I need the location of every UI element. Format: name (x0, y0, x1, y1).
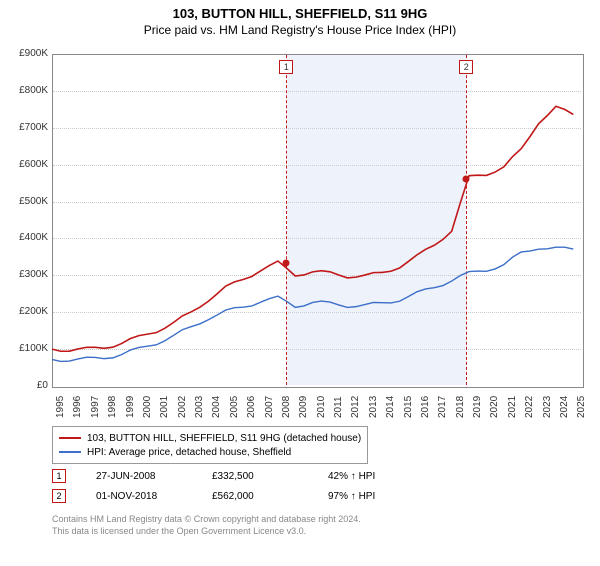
y-axis-label: £0 (8, 380, 48, 391)
x-axis-label: 2018 (455, 396, 466, 418)
legend-item: 103, BUTTON HILL, SHEFFIELD, S11 9HG (de… (59, 431, 361, 445)
y-axis-label: £200K (8, 306, 48, 317)
transaction-marker: 2 (52, 489, 66, 503)
sale-marker-dot (283, 260, 290, 267)
x-axis-label: 2005 (229, 396, 240, 418)
transaction-vs_hpi: 97% ↑ HPI (328, 491, 438, 502)
x-axis-label: 2007 (264, 396, 275, 418)
x-axis-label: 1996 (72, 396, 83, 418)
legend-item: HPI: Average price, detached house, Shef… (59, 445, 361, 459)
legend-label: 103, BUTTON HILL, SHEFFIELD, S11 9HG (de… (87, 433, 361, 444)
x-axis-label: 1995 (55, 396, 66, 418)
y-axis-label: £400K (8, 232, 48, 243)
legend-swatch (59, 437, 81, 439)
footer-line: Contains HM Land Registry data © Crown c… (52, 514, 361, 526)
x-axis-label: 2019 (472, 396, 483, 418)
x-axis-label: 2017 (437, 396, 448, 418)
footer-attribution: Contains HM Land Registry data © Crown c… (52, 514, 361, 537)
transaction-date: 01-NOV-2018 (96, 491, 206, 502)
x-axis-label: 2022 (524, 396, 535, 418)
x-axis-label: 2011 (333, 396, 344, 418)
x-axis-label: 1997 (90, 396, 101, 418)
transaction-row: 1 27-JUN-2008 £332,500 42% ↑ HPI (52, 466, 438, 486)
transaction-date: 27-JUN-2008 (96, 471, 206, 482)
x-axis-label: 2016 (420, 396, 431, 418)
legend: 103, BUTTON HILL, SHEFFIELD, S11 9HG (de… (52, 426, 368, 464)
x-axis-label: 2000 (142, 396, 153, 418)
y-axis-label: £600K (8, 159, 48, 170)
y-axis-label: £500K (8, 196, 48, 207)
legend-label: HPI: Average price, detached house, Shef… (87, 447, 291, 458)
x-axis-label: 2014 (385, 396, 396, 418)
x-axis-label: 1998 (107, 396, 118, 418)
x-axis-label: 1999 (125, 396, 136, 418)
x-axis-label: 2020 (489, 396, 500, 418)
y-axis-label: £700K (8, 122, 48, 133)
sale-marker-label: 2 (459, 60, 473, 74)
x-axis-label: 2012 (350, 396, 361, 418)
x-axis-label: 2002 (177, 396, 188, 418)
x-axis-label: 2013 (368, 396, 379, 418)
transaction-price: £332,500 (212, 471, 322, 482)
chart-title: 103, BUTTON HILL, SHEFFIELD, S11 9HG (0, 6, 600, 21)
sale-marker-label: 1 (279, 60, 293, 74)
x-axis-label: 2015 (403, 396, 414, 418)
y-axis-label: £800K (8, 85, 48, 96)
chart-subtitle: Price paid vs. HM Land Registry's House … (0, 23, 600, 37)
transaction-price: £562,000 (212, 491, 322, 502)
y-axis-label: £300K (8, 269, 48, 280)
transaction-marker: 1 (52, 469, 66, 483)
y-axis-label: £900K (8, 48, 48, 59)
legend-swatch (59, 451, 81, 453)
x-axis-label: 2021 (507, 396, 518, 418)
footer-line: This data is licensed under the Open Gov… (52, 526, 361, 538)
x-axis-label: 2001 (159, 396, 170, 418)
transaction-vs_hpi: 42% ↑ HPI (328, 471, 438, 482)
x-axis-label: 2003 (194, 396, 205, 418)
x-axis-label: 2006 (246, 396, 257, 418)
x-axis-label: 2025 (576, 396, 587, 418)
x-axis-label: 2004 (211, 396, 222, 418)
transaction-row: 2 01-NOV-2018 £562,000 97% ↑ HPI (52, 486, 438, 506)
x-axis-label: 2008 (281, 396, 292, 418)
transactions-table: 1 27-JUN-2008 £332,500 42% ↑ HPI 2 01-NOV-201… (52, 466, 438, 506)
sale-marker-dot (463, 175, 470, 182)
x-axis-label: 2024 (559, 396, 570, 418)
x-axis-label: 2010 (316, 396, 327, 418)
x-axis-label: 2009 (298, 396, 309, 418)
x-axis-label: 2023 (542, 396, 553, 418)
y-axis-label: £100K (8, 343, 48, 354)
